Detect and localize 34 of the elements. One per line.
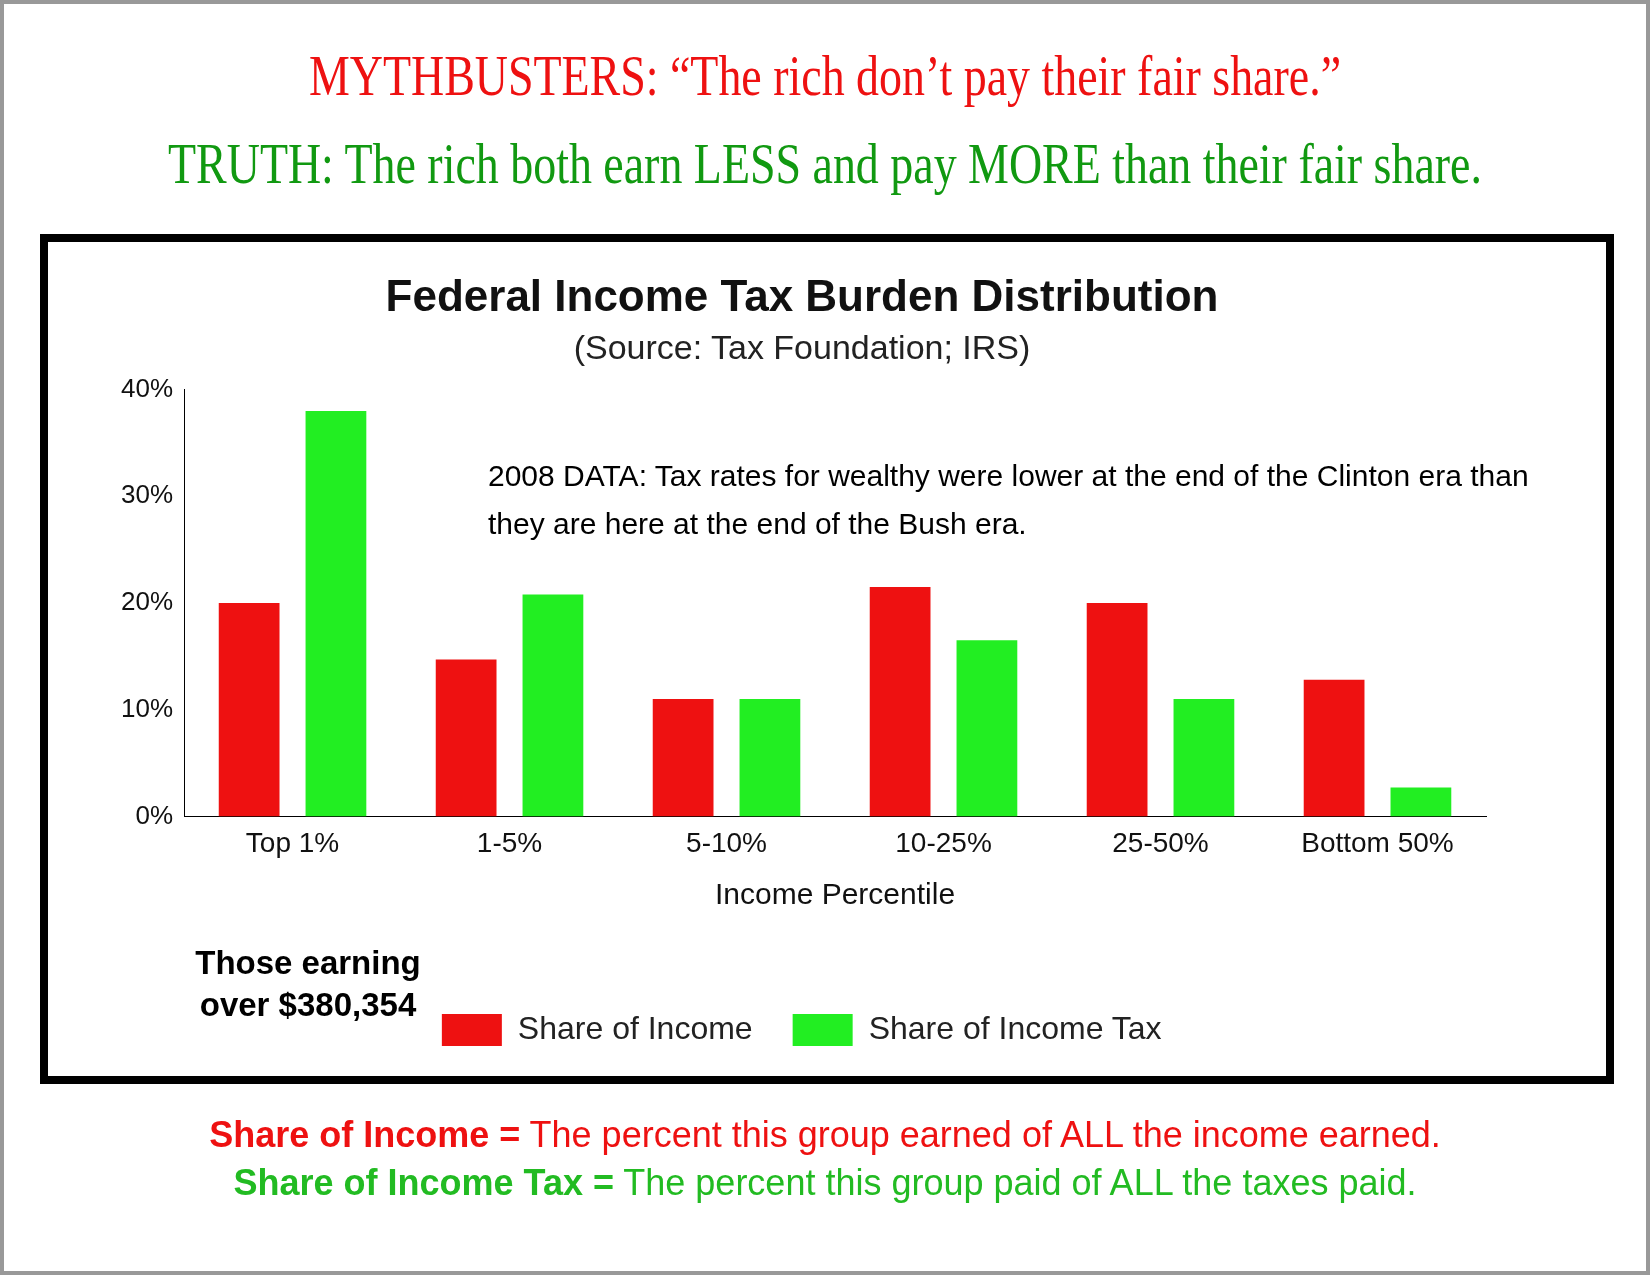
bar <box>522 594 584 817</box>
x-tick-label: Bottom 50% <box>1301 826 1454 858</box>
x-axis-title: Income Percentile <box>714 877 956 911</box>
y-tick-label: 0% <box>135 799 174 830</box>
y-tick-label: 20% <box>120 586 174 617</box>
bar <box>435 659 497 817</box>
text: Share of Income = The percent this group earned of ALL the income earned. <box>208 1114 1442 1156</box>
bar <box>956 640 1018 817</box>
y-tick-label: 30% <box>120 479 174 510</box>
text: TRUTH: The rich both earn LESS and pay MORE than their fair share. <box>167 132 1483 196</box>
bar <box>1173 699 1235 817</box>
text: MYTHBUSTERS: “The rich don’t pay their fair share.” <box>307 44 1343 108</box>
bar <box>305 410 367 817</box>
x-tick-label: 10-25% <box>895 826 992 858</box>
x-tick-label: Top 1% <box>245 826 340 858</box>
legend-label: Share of Income <box>517 1009 753 1046</box>
bar <box>218 603 280 817</box>
text: Share of Income Tax = The percent this group paid of ALL the taxes paid. <box>232 1162 1418 1204</box>
bar <box>869 587 931 817</box>
x-tick-label: 25-50% <box>1112 826 1209 858</box>
bar <box>652 699 714 817</box>
bar <box>1390 787 1452 817</box>
y-tick-label: 10% <box>120 692 174 723</box>
chart-title: Federal Income Tax Burden Distribution <box>385 270 1219 320</box>
x-tick-label: 5-10% <box>686 826 767 858</box>
chart-subtitle: (Source: Tax Foundation; IRS) <box>573 327 1031 366</box>
bar <box>739 699 801 817</box>
bar <box>1303 679 1365 817</box>
annotation: 2008 DATA: Tax rates for wealthy were lower at the end of the Clinton era than they are here at the end of the Bush era. <box>488 458 1530 542</box>
legend-label: Share of Income Tax <box>868 1009 1162 1046</box>
y-tick-label: 40% <box>120 372 174 403</box>
bar <box>1086 603 1148 817</box>
x-tick-label: 1-5% <box>476 826 543 858</box>
text: Those earning over $380,354 <box>194 943 422 1025</box>
